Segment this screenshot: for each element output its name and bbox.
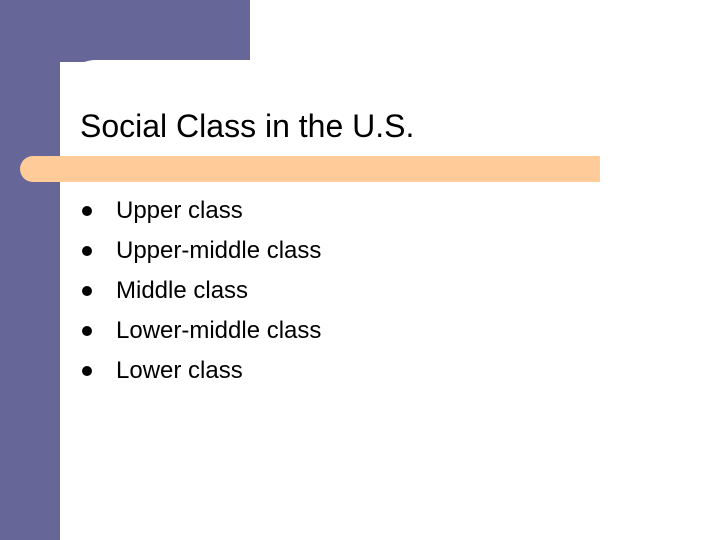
bullet-icon [82,286,92,296]
content-panel [60,60,720,540]
bullet-text: Middle class [116,277,249,304]
bullet-text: Upper class [116,197,243,224]
title-underline-bar [20,156,600,182]
bullet-icon [82,246,92,256]
sidebar-decoration [0,0,60,540]
list-item: Lower-middle class [78,311,321,351]
top-left-decoration [0,0,250,62]
list-item: Middle class [78,271,321,311]
bullet-icon [82,206,92,216]
list-item: Upper class [78,191,321,231]
slide-title: Social Class in the U.S. [80,108,415,144]
bullet-text: Lower-middle class [116,317,322,344]
list-item: Lower class [78,351,321,391]
bullet-text: Lower class [116,357,243,384]
bullet-icon [82,326,92,336]
bullet-icon [82,366,92,376]
list-item: Upper-middle class [78,231,321,271]
bullet-text: Upper-middle class [116,237,322,264]
bullet-list: Upper class Upper-middle class Middle cl… [78,191,321,391]
